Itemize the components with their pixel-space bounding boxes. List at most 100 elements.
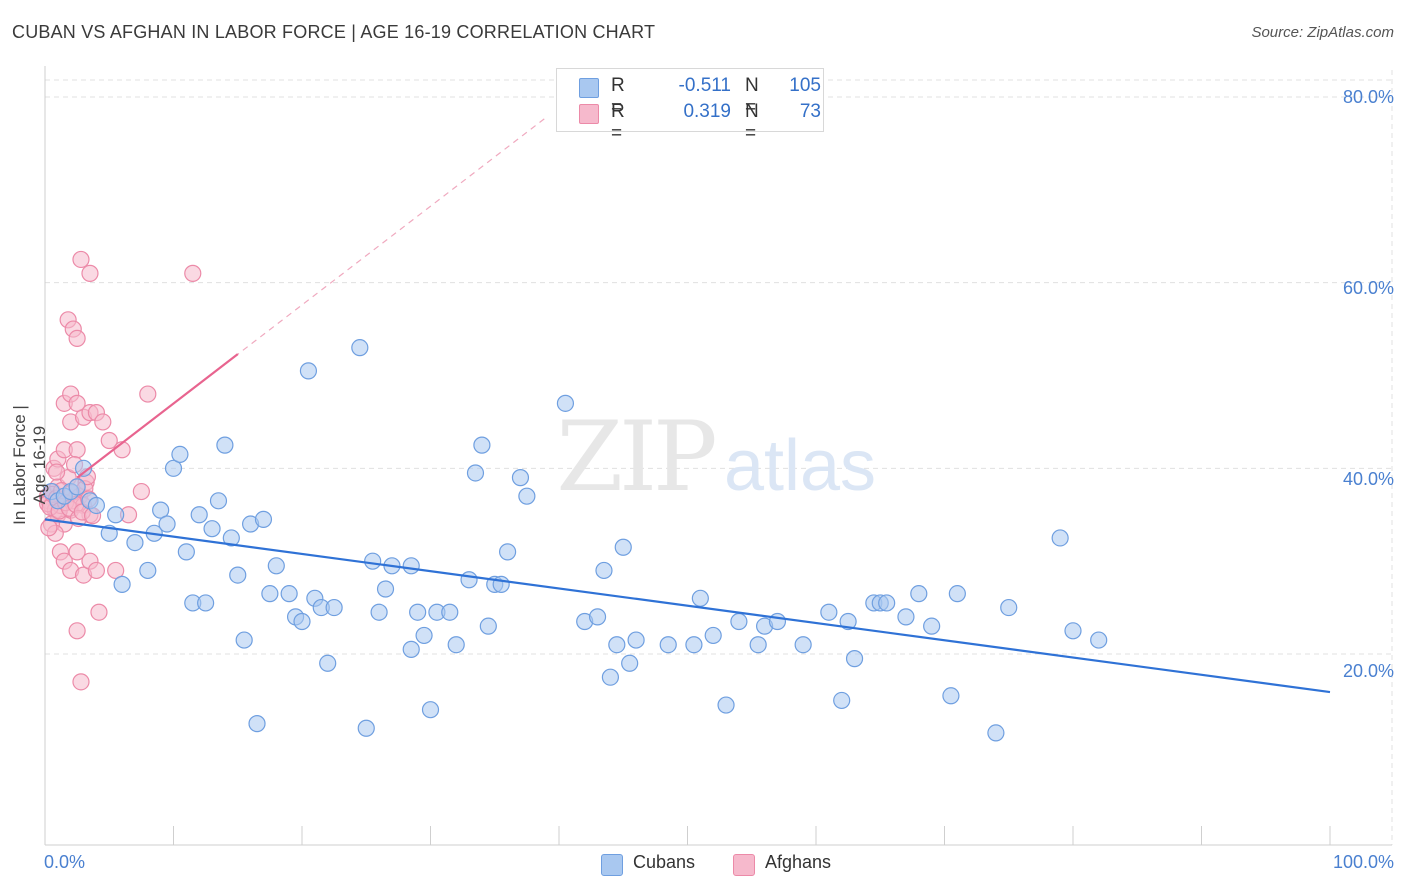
data-point bbox=[845, 650, 864, 668]
y-tick-label: 80.0% bbox=[1342, 87, 1394, 107]
data-point bbox=[351, 339, 369, 357]
data-point bbox=[364, 552, 382, 570]
data-point bbox=[460, 571, 478, 589]
data-point bbox=[68, 329, 86, 347]
data-point bbox=[627, 631, 645, 649]
afghans-swatch bbox=[579, 104, 599, 124]
data-point bbox=[1064, 622, 1082, 640]
y-tick-label: 40.0% bbox=[1342, 469, 1394, 489]
data-point bbox=[248, 715, 266, 733]
data-point bbox=[261, 585, 279, 603]
data-point bbox=[595, 561, 613, 580]
cubans-trend-line bbox=[44, 518, 1331, 694]
data-point bbox=[942, 687, 960, 705]
data-point bbox=[216, 436, 234, 454]
data-point bbox=[325, 598, 343, 617]
data-point bbox=[87, 496, 106, 515]
data-point bbox=[68, 441, 86, 459]
data-point bbox=[839, 612, 857, 631]
cubans-points bbox=[42, 339, 1108, 742]
data-point bbox=[447, 636, 465, 654]
afghans-trend-line bbox=[76, 353, 239, 479]
data-point bbox=[222, 529, 240, 547]
data-point bbox=[601, 668, 620, 686]
data-point bbox=[608, 636, 626, 654]
data-point bbox=[1090, 631, 1108, 649]
y-axis-label: In Labor Force | Age 16-19 bbox=[10, 405, 49, 525]
data-point bbox=[621, 654, 639, 672]
data-point bbox=[421, 701, 440, 719]
data-point bbox=[402, 640, 420, 658]
r-value: 0.319 bbox=[683, 101, 731, 122]
chart-title: CUBAN VS AFGHAN IN LABOR FORCE | AGE 16-… bbox=[12, 22, 656, 42]
data-point bbox=[499, 543, 517, 561]
data-point bbox=[68, 478, 86, 496]
data-point bbox=[203, 520, 221, 538]
data-point bbox=[556, 394, 575, 412]
data-point bbox=[152, 501, 170, 519]
data-point bbox=[376, 580, 395, 598]
data-point bbox=[68, 622, 86, 640]
data-point bbox=[229, 566, 247, 584]
data-point bbox=[299, 362, 318, 380]
data-point bbox=[107, 561, 125, 580]
data-point bbox=[158, 515, 176, 533]
data-point bbox=[293, 612, 311, 631]
afghans-legend-swatch bbox=[733, 854, 755, 876]
data-point bbox=[923, 617, 941, 635]
data-point bbox=[588, 608, 607, 626]
data-point bbox=[113, 575, 131, 593]
data-point bbox=[878, 594, 896, 612]
n-label: N = bbox=[745, 75, 759, 118]
axes bbox=[44, 66, 1392, 846]
data-point bbox=[132, 482, 150, 501]
watermark-zip: ZIP bbox=[556, 401, 715, 513]
data-point bbox=[691, 589, 709, 607]
y-tick-label: 20.0% bbox=[1342, 661, 1394, 681]
data-point bbox=[197, 594, 215, 612]
data-point bbox=[72, 250, 90, 269]
data-point bbox=[94, 413, 112, 431]
data-point bbox=[409, 603, 427, 621]
data-point bbox=[614, 538, 632, 556]
data-point bbox=[479, 617, 497, 635]
data-point bbox=[90, 603, 108, 621]
data-point bbox=[184, 264, 202, 282]
n-label: N = bbox=[745, 101, 759, 144]
data-point bbox=[254, 510, 273, 528]
data-point bbox=[415, 626, 433, 645]
r-label: R = bbox=[611, 101, 625, 144]
watermark-atlas: atlas bbox=[724, 426, 876, 506]
data-point bbox=[68, 543, 86, 561]
data-point bbox=[72, 673, 90, 691]
data-point bbox=[1051, 529, 1069, 547]
data-point bbox=[473, 436, 491, 454]
cubans-swatch bbox=[579, 78, 599, 98]
data-point bbox=[659, 636, 677, 654]
x-tick-label-min: 0.0% bbox=[44, 852, 86, 872]
grid-lines bbox=[45, 70, 1393, 845]
data-point bbox=[749, 636, 767, 654]
data-point bbox=[107, 506, 125, 524]
x-tick-label-max: 100.0% bbox=[1332, 852, 1394, 872]
data-point bbox=[987, 724, 1005, 742]
data-point bbox=[100, 431, 118, 450]
data-point bbox=[511, 469, 530, 487]
r-value: -0.511 bbox=[678, 75, 731, 96]
stats-box: R = -0.511 N = 105 R = 0.319 N = 73 bbox=[556, 68, 824, 144]
data-point bbox=[794, 636, 812, 654]
data-point bbox=[139, 561, 157, 580]
data-point bbox=[768, 612, 787, 631]
data-point bbox=[820, 603, 838, 621]
y-tick-label: 60.0% bbox=[1342, 278, 1394, 298]
data-point bbox=[87, 561, 106, 580]
data-point bbox=[402, 557, 420, 575]
data-point bbox=[357, 719, 375, 737]
n-value: 105 bbox=[789, 75, 821, 96]
data-point bbox=[441, 603, 459, 621]
data-point bbox=[177, 543, 195, 561]
r-label: R = bbox=[611, 75, 625, 118]
data-point bbox=[704, 626, 722, 645]
data-point bbox=[948, 585, 966, 603]
legend-label-cubans: Cubans bbox=[633, 852, 696, 872]
